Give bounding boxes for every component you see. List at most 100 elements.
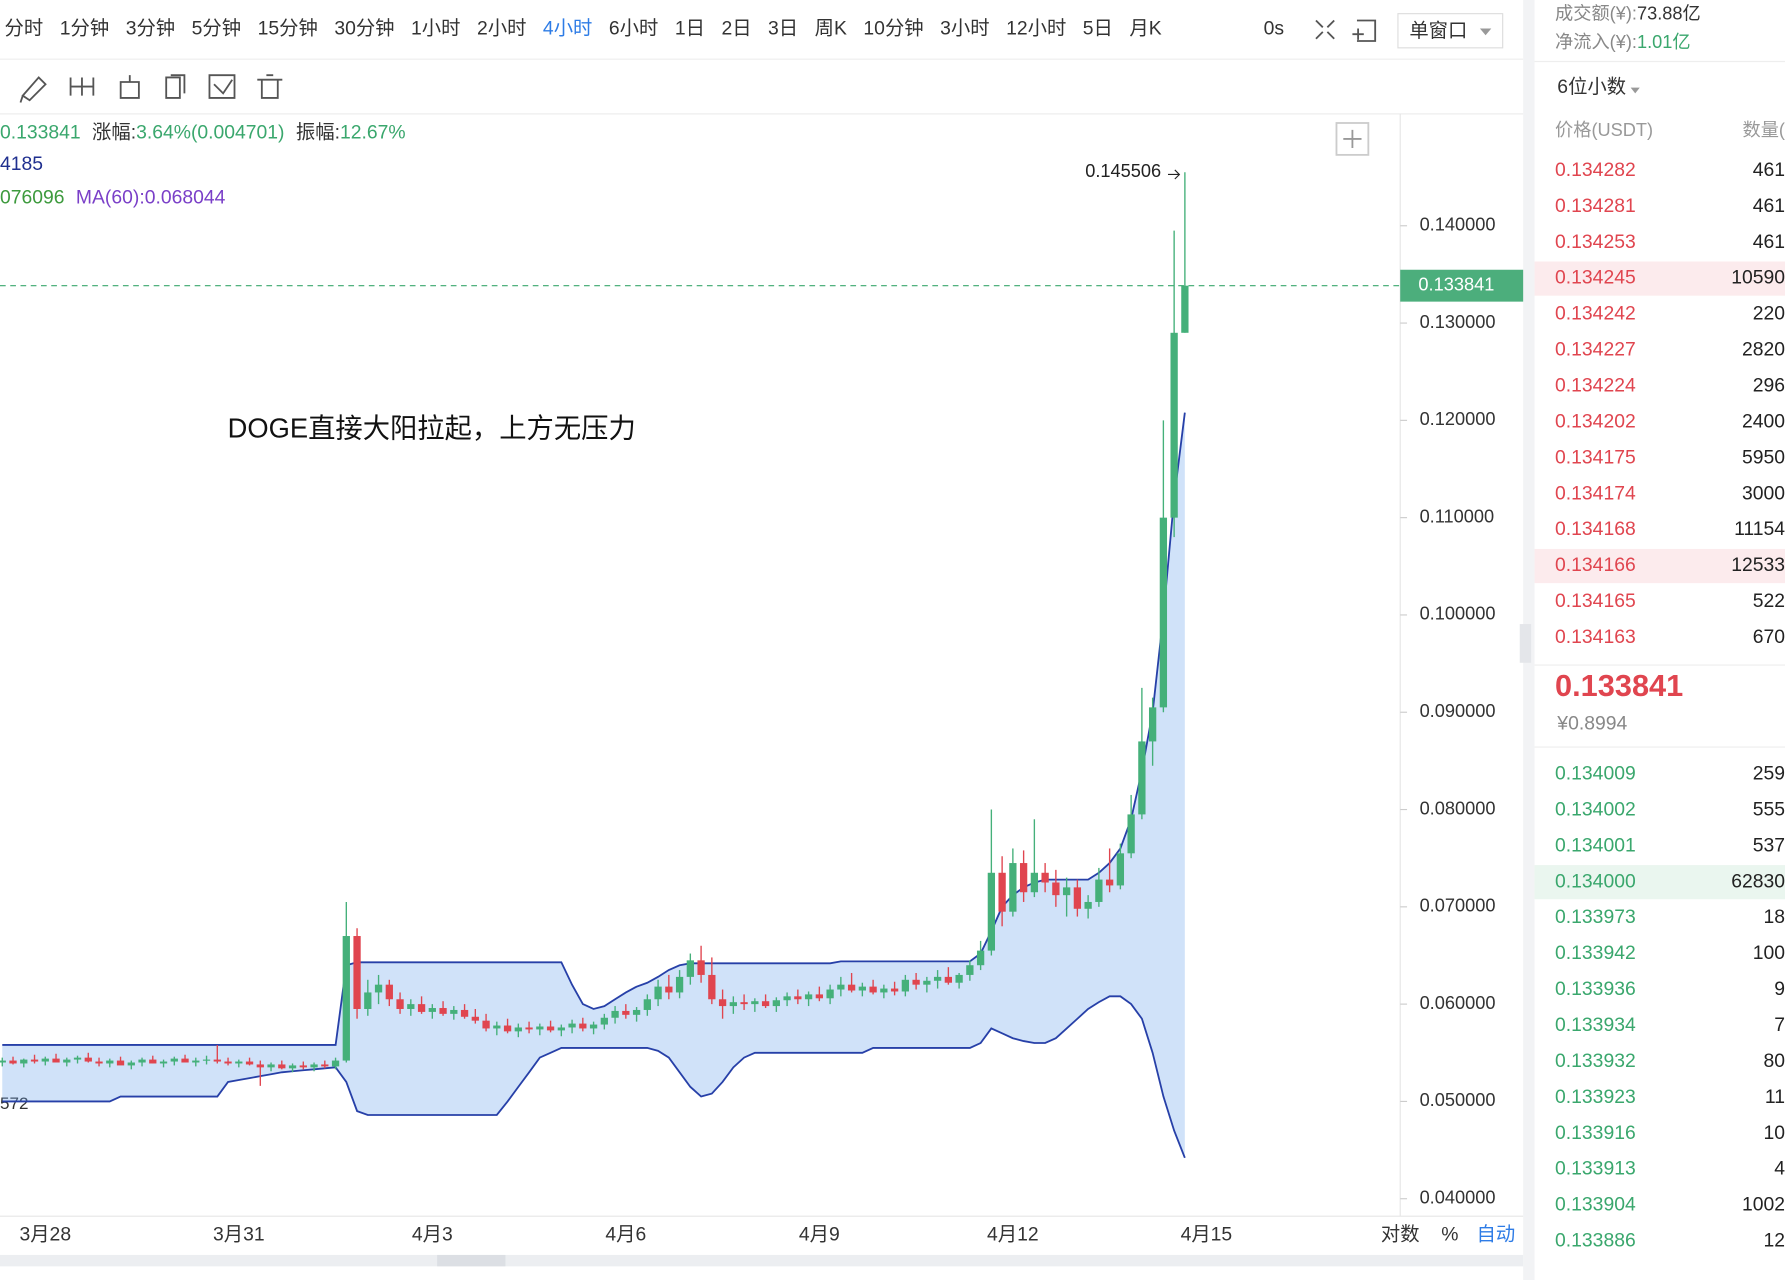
- book-price: 0.133934: [1555, 1014, 1636, 1036]
- interval-tab[interactable]: 月K: [1129, 18, 1161, 40]
- scrollbar[interactable]: [0, 1254, 1524, 1267]
- candle-body: [794, 996, 802, 1000]
- interval-tab[interactable]: 周K: [815, 18, 847, 40]
- interval-tab[interactable]: 2小时: [477, 18, 526, 40]
- mid-bg: [1534, 665, 1785, 748]
- popout-icon[interactable]: [1352, 19, 1377, 42]
- book-qty: 537: [1753, 834, 1785, 856]
- candle-body: [955, 974, 963, 983]
- candle-body: [192, 1060, 200, 1063]
- mid-cny: ¥0.8994: [1556, 712, 1627, 734]
- y-tick-label: 0.130000: [1420, 312, 1496, 332]
- scale-option[interactable]: 自动: [1476, 1224, 1515, 1246]
- candle-body: [321, 1064, 329, 1067]
- book-price: 0.134000: [1555, 870, 1636, 892]
- inflow-label: 净流入(¥):: [1555, 32, 1637, 52]
- interval-tab[interactable]: 分时: [5, 18, 44, 40]
- candle-body: [1116, 853, 1125, 886]
- book-price: 0.133913: [1555, 1158, 1636, 1180]
- candle-body: [923, 980, 931, 985]
- candle-body: [643, 999, 651, 1010]
- x-tick-label: 4月3: [412, 1224, 453, 1246]
- interval-tab[interactable]: 6小时: [609, 18, 658, 40]
- candle-body: [235, 1061, 243, 1064]
- scale-option[interactable]: %: [1441, 1224, 1458, 1246]
- interval-tab[interactable]: 5日: [1083, 18, 1113, 40]
- candle-body: [568, 1023, 576, 1028]
- settings-icon[interactable]: [208, 74, 236, 99]
- candle-body: [772, 1000, 780, 1007]
- candle-body: [428, 1008, 436, 1012]
- candle-body: [1148, 707, 1157, 742]
- candle-body: [482, 1020, 490, 1029]
- pen-icon[interactable]: [19, 76, 47, 103]
- book-price: 0.134175: [1555, 446, 1636, 468]
- candle-body: [1181, 285, 1189, 333]
- interval-tab[interactable]: 30分钟: [334, 18, 394, 40]
- scale-option[interactable]: 对数: [1381, 1224, 1420, 1246]
- book-price: 0.133904: [1555, 1194, 1636, 1216]
- crosshair-button[interactable]: [1335, 122, 1370, 156]
- interval-tab[interactable]: 12小时: [1006, 18, 1066, 40]
- candle-body: [1041, 872, 1049, 883]
- interval-tab[interactable]: 3小时: [940, 18, 989, 40]
- interval-tab[interactable]: 10分钟: [863, 18, 923, 40]
- candle-body: [256, 1064, 264, 1068]
- book-qty: 461: [1753, 195, 1785, 217]
- dropdown-caret: [1479, 28, 1492, 36]
- candle-body: [933, 976, 942, 981]
- candle-body: [288, 1065, 297, 1069]
- candle-body: [718, 999, 727, 1007]
- candle-body: [998, 872, 1006, 912]
- book-price: 0.134245: [1555, 267, 1636, 289]
- interval-tab[interactable]: 1日: [675, 18, 705, 40]
- high-label: 0.145506: [1085, 161, 1161, 181]
- candle-body: [783, 996, 791, 1001]
- interval-tab[interactable]: 15分钟: [258, 18, 318, 40]
- x-tick-label: 3月28: [19, 1224, 71, 1246]
- candle-body: [106, 1060, 114, 1064]
- scroll-thumb[interactable]: [437, 1254, 506, 1267]
- book-price: 0.134174: [1555, 482, 1636, 504]
- candle-body: [761, 1001, 770, 1007]
- candle-body: [170, 1058, 178, 1062]
- copy-icon[interactable]: [165, 74, 186, 99]
- book-qty: 5950: [1742, 446, 1785, 468]
- candle-body: [1052, 882, 1060, 896]
- bars-icon[interactable]: [69, 77, 95, 96]
- book-price: 0.134253: [1555, 231, 1636, 253]
- candle-body: [1073, 887, 1082, 909]
- candle-body: [52, 1058, 60, 1063]
- interval-tab[interactable]: 1分钟: [60, 18, 109, 40]
- fullscreen-icon[interactable]: [1315, 19, 1335, 40]
- book-qty: 80: [1763, 1050, 1785, 1072]
- interval-tab[interactable]: 4小时: [543, 18, 592, 40]
- candle-body: [675, 976, 684, 993]
- legend-boll: 4185: [0, 153, 43, 175]
- book-qty: 7: [1774, 1014, 1785, 1036]
- interval-tab[interactable]: 3分钟: [126, 18, 175, 40]
- candle-body: [804, 994, 813, 1000]
- y-tick-label: 0.050000: [1420, 1090, 1496, 1110]
- book-qty: 259: [1753, 762, 1785, 784]
- interval-tab[interactable]: 3日: [768, 18, 798, 40]
- candle-body: [1030, 872, 1039, 893]
- candle-body: [41, 1058, 49, 1062]
- book-qty: 220: [1753, 303, 1785, 325]
- candle-body: [417, 1004, 426, 1012]
- trash-icon[interactable]: [257, 74, 283, 99]
- interval-tab[interactable]: 2日: [721, 18, 751, 40]
- book-price: 0.133923: [1555, 1086, 1636, 1108]
- high-arrow: [1167, 169, 1181, 180]
- interval-tab[interactable]: 1小时: [411, 18, 460, 40]
- lock-icon[interactable]: [119, 75, 140, 99]
- book-qty: 12: [1763, 1230, 1785, 1252]
- candle-body: [740, 1002, 748, 1005]
- interval-tab[interactable]: 5分钟: [192, 18, 241, 40]
- book-price: 0.134227: [1555, 339, 1636, 361]
- collapse-handle[interactable]: [1519, 624, 1532, 663]
- decimals[interactable]: 6位小数: [1557, 76, 1626, 98]
- candle-body: [396, 999, 404, 1009]
- candle-body: [815, 994, 823, 999]
